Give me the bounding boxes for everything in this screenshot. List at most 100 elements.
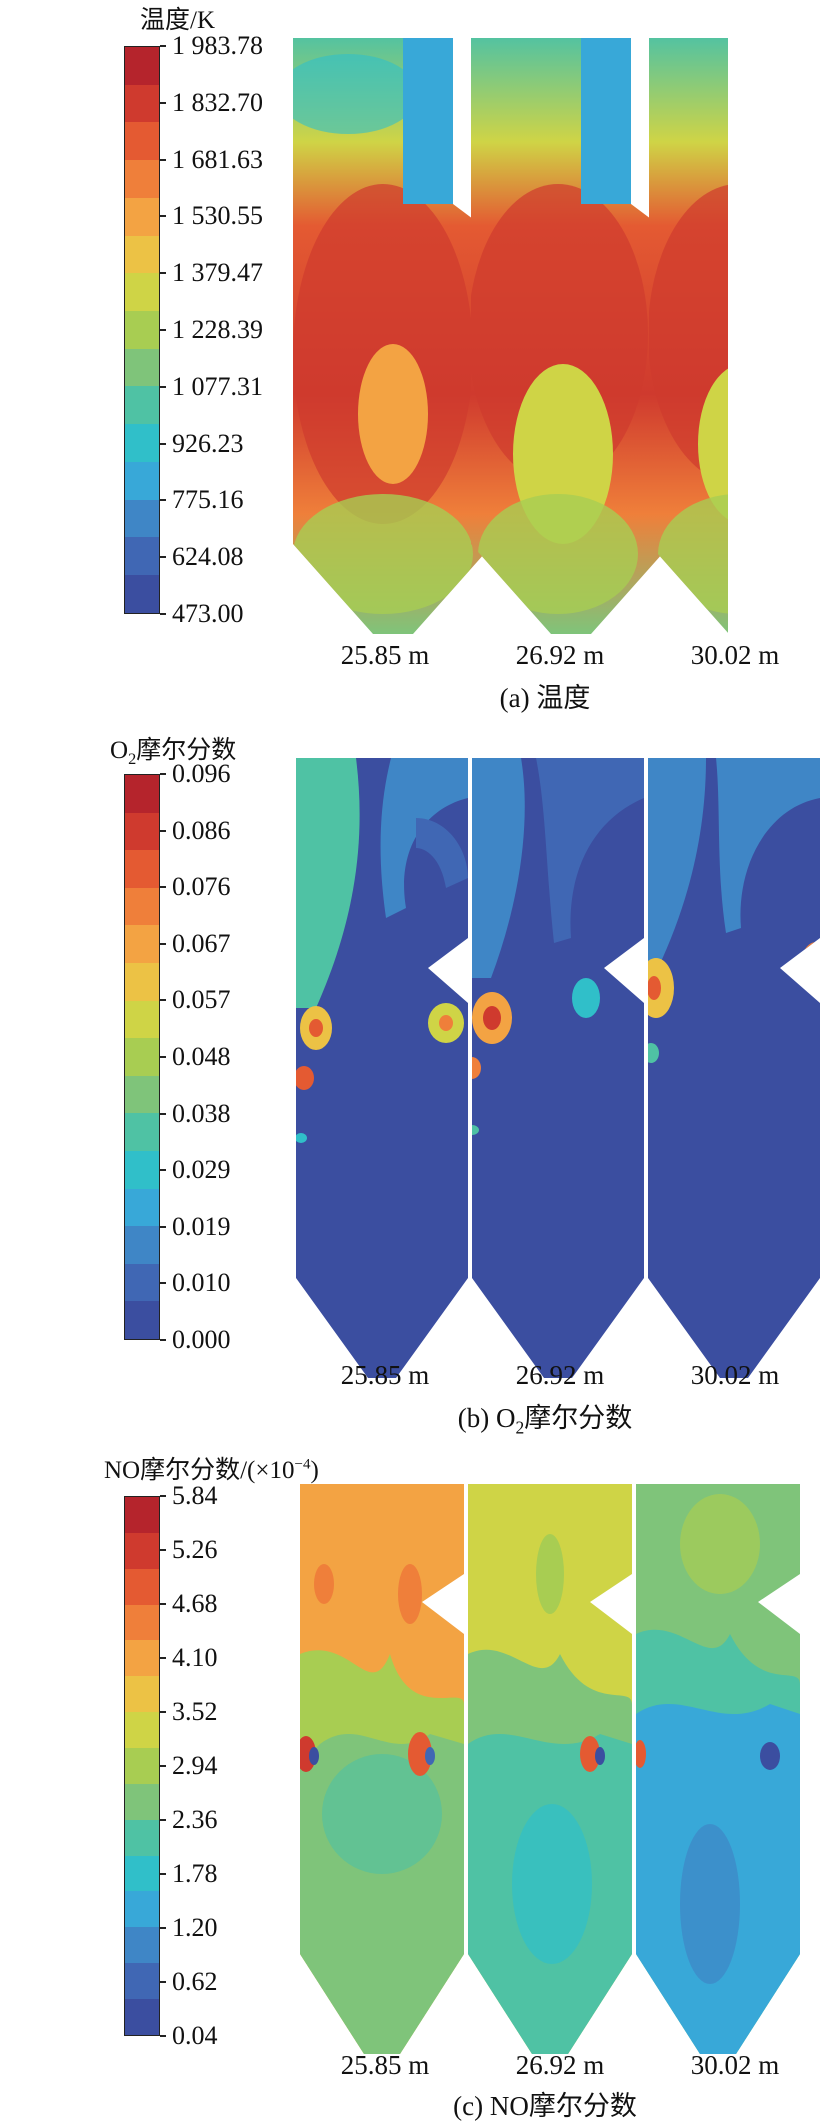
legend-title-no: NO摩尔分数/(×10−4) xyxy=(104,1456,319,1484)
position-label-3: 30.02 m xyxy=(690,640,780,670)
colorbar-segment xyxy=(125,499,159,538)
colorbar-segment xyxy=(125,1927,159,1964)
tick-mark xyxy=(160,886,166,889)
tick-mark xyxy=(160,385,166,388)
tick-label: 624.08 xyxy=(172,542,244,572)
no-map-30-02 xyxy=(636,1484,800,2054)
colorbar-segment xyxy=(125,575,159,613)
tick-label: 1 832.70 xyxy=(172,87,263,117)
tick-mark xyxy=(160,1495,166,1497)
colorbar-segment xyxy=(125,1819,159,1856)
tick-label: 1.78 xyxy=(172,1859,218,1888)
tick-label: 2.94 xyxy=(172,1751,218,1780)
tick-label: 0.04 xyxy=(172,2021,218,2050)
colorbar-segment xyxy=(125,1226,159,1264)
tick-label: 5.26 xyxy=(172,1535,218,1564)
tick-mark xyxy=(160,1819,166,1821)
tick-label: 1.20 xyxy=(172,1913,218,1942)
colorbar-segment xyxy=(125,424,159,462)
tick-label: 0.076 xyxy=(172,872,231,902)
colorbar-segment xyxy=(125,1038,159,1076)
colorbar-segment xyxy=(125,47,159,85)
no-map-25-85 xyxy=(300,1484,464,2054)
tick-label: 3.52 xyxy=(172,1697,218,1726)
o2-map-26-92 xyxy=(472,758,644,1378)
tick-label: 0.096 xyxy=(172,759,231,788)
tick-mark xyxy=(160,2035,166,2037)
colorbar-segment xyxy=(125,197,159,236)
tick-mark xyxy=(160,329,166,331)
tick-mark xyxy=(160,1112,166,1115)
colorbar-segment xyxy=(125,1855,159,1892)
tick-mark xyxy=(160,1981,166,1983)
o2-map-30-02 xyxy=(648,758,820,1378)
colorbar-segment xyxy=(125,235,159,274)
tick-label: 1 228.39 xyxy=(172,315,263,344)
colorbar-segment xyxy=(125,1568,159,1605)
tick-label: 4.68 xyxy=(172,1589,218,1618)
tick-label: 0.086 xyxy=(172,815,231,845)
tick-mark xyxy=(160,1056,166,1058)
tick-mark xyxy=(160,272,166,275)
position-label-1: 25.85 m xyxy=(340,640,430,670)
colorbar-segment xyxy=(125,1263,159,1302)
tick-mark xyxy=(160,773,166,775)
tick-mark xyxy=(160,999,166,1002)
tick-mark xyxy=(160,45,166,47)
tick-mark xyxy=(160,1603,166,1605)
tick-mark xyxy=(160,158,166,161)
position-label-2: 26.92 m xyxy=(515,1360,605,1390)
tick-label: 0.057 xyxy=(172,985,231,1015)
colorbar-segment xyxy=(125,461,159,500)
colorbar-segment xyxy=(125,1783,159,1820)
tick-mark xyxy=(160,1339,166,1341)
tick-mark xyxy=(160,1873,166,1875)
colorbar-temperature xyxy=(124,46,160,614)
position-label-1: 25.85 m xyxy=(340,1360,430,1390)
caption-o2: (b) O2摩尔分数 xyxy=(457,1403,633,1438)
tick-mark xyxy=(160,1549,166,1551)
colorbar-segment xyxy=(125,962,159,1001)
colorbar-segment xyxy=(125,1301,159,1339)
tick-label: 4.10 xyxy=(172,1643,218,1672)
tick-mark xyxy=(160,1282,166,1285)
tick-label: 0.029 xyxy=(172,1155,231,1185)
temperature-map-30-02 xyxy=(649,38,728,634)
colorbar-segment xyxy=(125,812,159,851)
colorbar-segment xyxy=(125,1150,159,1189)
panel-o2: O2摩尔分数 0.096 0.086 0.076 0.067 0.057 0.048 0.0… xyxy=(0,730,829,1437)
tick-mark xyxy=(160,942,166,945)
tick-label: 0.019 xyxy=(172,1211,231,1241)
tick-label: 0.010 xyxy=(172,1268,231,1298)
colorbar-segment xyxy=(125,1748,159,1784)
tick-mark xyxy=(160,613,166,615)
colorbar-segment xyxy=(125,537,159,576)
colorbar-segment xyxy=(125,1497,159,1533)
tick-mark xyxy=(160,1169,166,1172)
panel-no: NO摩尔分数/(×10−4) 5.84 5.26 4.68 4.10 3.52 2.94 2… xyxy=(0,1450,829,2121)
tick-mark xyxy=(160,215,166,218)
colorbar-o2 xyxy=(124,774,160,1340)
colorbar-segment xyxy=(125,775,159,813)
colorbar-segment xyxy=(125,1604,159,1641)
colorbar-segment xyxy=(125,1963,159,2000)
colorbar-segment xyxy=(125,1676,159,1713)
colorbar-segment xyxy=(125,1188,159,1227)
tick-label: 1 530.55 xyxy=(172,201,263,231)
position-label-2: 26.92 m xyxy=(515,2050,605,2080)
tick-mark xyxy=(160,1927,166,1929)
position-label-1: 25.85 m xyxy=(340,2050,430,2080)
panel-temperature: 温度/K 1 983.78 1 832.70 1 681.63 1 530.55 1 3… xyxy=(0,0,829,713)
tick-label: 775.16 xyxy=(172,485,244,515)
position-label-2: 26.92 m xyxy=(515,640,605,670)
colorbar-segment xyxy=(125,1075,159,1114)
tick-mark xyxy=(160,499,166,502)
tick-mark xyxy=(160,1225,166,1228)
tick-label: 926.23 xyxy=(172,428,244,458)
tick-label: 1 983.78 xyxy=(172,31,263,60)
tick-label: 0.000 xyxy=(172,1325,231,1354)
contour-maps-temperature xyxy=(293,38,728,634)
colorbar-segment xyxy=(125,850,159,888)
tick-label: 0.62 xyxy=(172,1967,218,1996)
o2-map-25-85 xyxy=(296,758,468,1378)
